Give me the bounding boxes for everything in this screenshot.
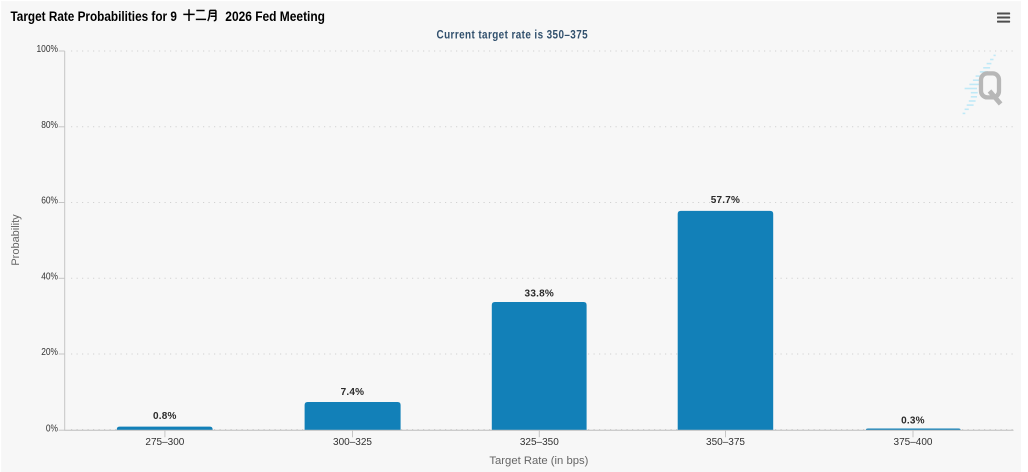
svg-text:0.8%: 0.8% (153, 411, 177, 422)
svg-text:40%: 40% (41, 272, 58, 283)
svg-text:275–300: 275–300 (145, 437, 184, 448)
svg-text:80%: 80% (41, 120, 58, 131)
svg-text:2026 Fed Meeting: 2026 Fed Meeting (225, 9, 325, 24)
svg-text:60%: 60% (41, 196, 58, 207)
svg-text:Probability: Probability (10, 214, 22, 266)
svg-text:Current target rate is 350–375: Current target rate is 350–375 (437, 27, 589, 41)
svg-text:350–375: 350–375 (706, 437, 745, 448)
svg-text:57.7%: 57.7% (711, 195, 741, 206)
svg-text:100%: 100% (37, 44, 59, 55)
svg-text:Target Rate (in bps): Target Rate (in bps) (489, 455, 588, 467)
svg-text:Target Rate Probabilities for: Target Rate Probabilities for 9 (11, 9, 177, 24)
svg-text:300–325: 300–325 (333, 437, 372, 448)
svg-text:33.8%: 33.8% (525, 289, 555, 300)
svg-text:0%: 0% (46, 423, 58, 434)
svg-text:7.4%: 7.4% (341, 387, 365, 398)
svg-text:20%: 20% (41, 347, 58, 358)
svg-text:375–400: 375–400 (894, 437, 933, 448)
svg-text:325–350: 325–350 (520, 437, 559, 448)
svg-text:0.3%: 0.3% (901, 416, 925, 427)
